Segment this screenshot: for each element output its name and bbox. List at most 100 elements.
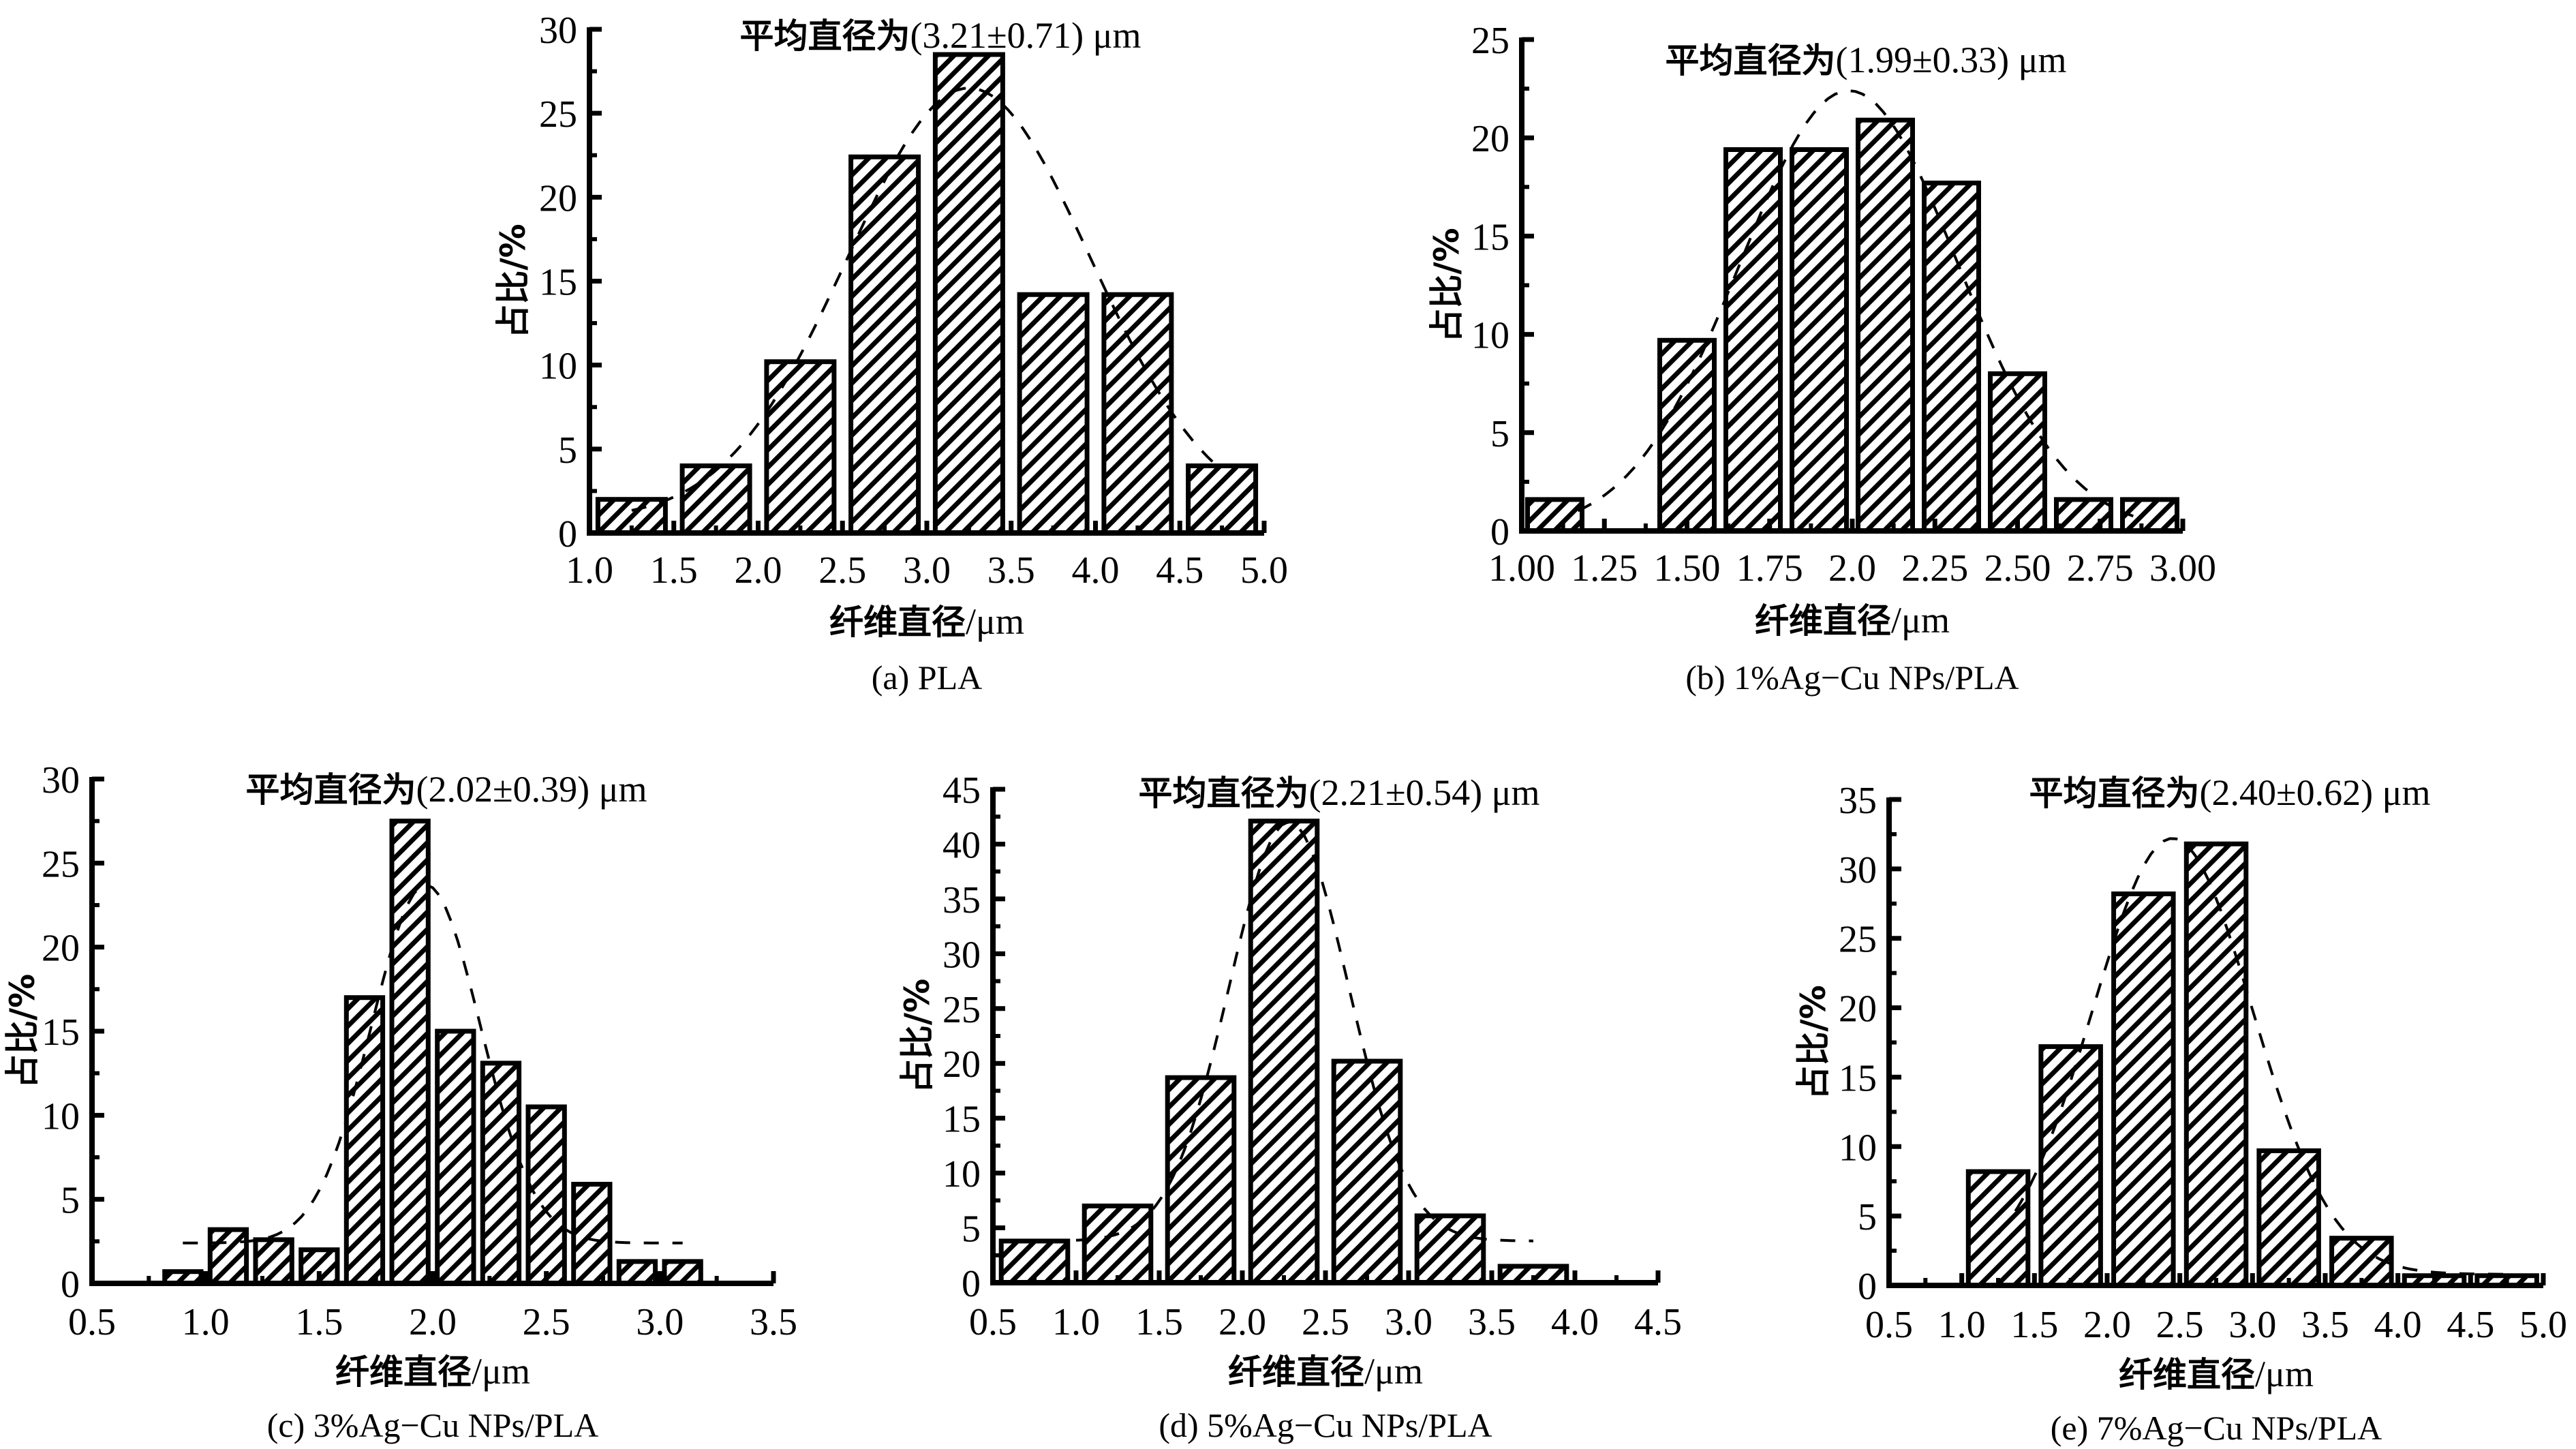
y-tick-label: 15 <box>539 262 577 304</box>
y-tick-label: 10 <box>942 1153 981 1195</box>
y-tick-label: 20 <box>1471 118 1509 160</box>
y-tick-label: 35 <box>942 879 981 921</box>
x-tick-label: 2.5 <box>1302 1301 1349 1343</box>
bar <box>1101 292 1174 536</box>
title-cn: 平均直径为 <box>739 16 910 56</box>
bar <box>207 1227 249 1286</box>
y-tick-label: 15 <box>42 1011 80 1054</box>
x-tick-label: 2.0 <box>735 549 782 592</box>
x-tick-label: 1.00 <box>1488 547 1555 590</box>
y-tick-label: 10 <box>1839 1127 1877 1169</box>
x-tick-label: 2.5 <box>818 549 866 592</box>
axes: 0 5 10 15 20 25 30 35 40 45 0.5 1.0 1.5 2.0 2.5 3.0 3.5 4… <box>942 769 1682 1343</box>
y-tick-label: 25 <box>1839 919 1877 961</box>
title-num: (3.21±0.71) μm <box>910 15 1141 56</box>
bar <box>253 1237 294 1286</box>
y-tick-label: 20 <box>1839 988 1877 1031</box>
gaussian-fit-curve <box>183 883 683 1245</box>
x-tick-label: 4.5 <box>1634 1301 1682 1343</box>
x-axis-title-cn: 纤维直径 <box>335 1352 472 1392</box>
bar <box>616 1259 658 1286</box>
y-tick-label: 10 <box>1471 315 1509 357</box>
panel-a: 平均直径为(3.21±0.71) μm 占比/% 纤维直径/μm (a) PLA… <box>493 10 1288 697</box>
bar <box>1414 1213 1486 1285</box>
axes: 0 5 10 15 20 25 30 0.5 1.0 1.5 2.0 2.5 3.0 3.5 <box>42 759 797 1343</box>
title-cn: 平均直径为 <box>2029 774 2199 813</box>
x-tick-label: 0.5 <box>969 1301 1017 1343</box>
x-tick-label: 1.0 <box>182 1301 230 1343</box>
bars <box>998 819 1569 1285</box>
panel-title: 平均直径为(2.21±0.54) μm <box>1138 772 1539 813</box>
x-tick-label: 2.5 <box>523 1301 570 1343</box>
y-tick-label: 25 <box>1471 20 1509 62</box>
bar <box>1331 1058 1403 1285</box>
title-num: (2.02±0.39) μm <box>416 769 647 810</box>
x-axis-title: 纤维直径/μm <box>1755 600 1950 641</box>
x-axis-title-unit: /μm <box>1364 1351 1423 1392</box>
panel-title: 平均直径为(1.99±0.33) μm <box>1665 40 2066 80</box>
axes: 0 5 10 15 20 25 30 35 0.5 1.0 1.5 2.0 2.5 3.0 3.5 4.0 4.… <box>1839 780 2567 1346</box>
y-tick-label: 10 <box>539 346 577 388</box>
y-tick-label: 25 <box>42 843 80 885</box>
panel-d: 平均直径为(2.21±0.54) μm 占比/% 纤维直径/μm (d) 5%A… <box>898 769 1682 1444</box>
y-tick-label: 15 <box>1471 216 1509 258</box>
y-tick-label: 45 <box>942 769 981 812</box>
x-axis-title-cn: 纤维直径 <box>829 603 966 642</box>
panel-c: 平均直径为(2.02±0.39) μm 占比/% 纤维直径/μm (c) 3%A… <box>3 759 797 1444</box>
x-tick-label: 2.0 <box>1218 1301 1266 1343</box>
y-tick-label: 10 <box>42 1095 80 1138</box>
bar <box>480 1061 522 1286</box>
bar <box>571 1182 613 1286</box>
y-tick-label: 30 <box>1839 849 1877 891</box>
x-tick-label: 2.25 <box>1901 547 1968 590</box>
x-tick-label: 2.50 <box>1984 547 2051 590</box>
gaussian-fit-curve <box>1075 821 1534 1242</box>
y-axis-title: 占比/% <box>1794 985 1833 1099</box>
y-tick-label: 5 <box>962 1208 981 1251</box>
x-tick-label: 4.0 <box>1551 1301 1599 1343</box>
y-tick-label: 20 <box>942 1043 981 1086</box>
bar <box>1165 1075 1237 1285</box>
x-tick-label: 1.50 <box>1654 547 1721 590</box>
bar <box>389 819 431 1286</box>
x-tick-label: 4.0 <box>1072 549 1120 592</box>
y-tick-label: 0 <box>558 513 577 555</box>
x-tick-label: 3.0 <box>903 549 951 592</box>
title-cn: 平均直径为 <box>1138 774 1308 813</box>
bar <box>2111 891 2176 1288</box>
bar <box>2038 1044 2103 1288</box>
y-tick-label: 30 <box>539 10 577 52</box>
x-tick-label: 3.0 <box>636 1301 684 1343</box>
y-tick-label: 40 <box>942 824 981 866</box>
bar <box>1525 497 1584 534</box>
x-tick-label: 1.0 <box>1938 1304 1986 1346</box>
x-tick-label: 1.5 <box>295 1301 343 1343</box>
y-tick-label: 5 <box>1490 413 1509 455</box>
y-axis-title: 占比/% <box>3 974 42 1088</box>
y-tick-label: 20 <box>42 928 80 970</box>
title-num: (2.40±0.62) μm <box>2199 772 2430 813</box>
x-axis-title-cn: 纤维直径 <box>1755 601 1891 641</box>
y-tick-label: 25 <box>942 989 981 1031</box>
y-tick-label: 5 <box>558 429 577 472</box>
y-tick-label: 0 <box>1858 1266 1877 1308</box>
x-tick-label: 3.0 <box>2228 1304 2276 1346</box>
gaussian-fit-curve <box>1997 837 2507 1276</box>
x-tick-label: 3.5 <box>1468 1301 1516 1343</box>
y-tick-label: 5 <box>1858 1196 1877 1238</box>
title-cn: 平均直径为 <box>1665 41 1835 80</box>
x-tick-label: 1.75 <box>1736 547 1803 590</box>
x-tick-label: 2.0 <box>1828 547 1876 590</box>
x-axis-title-unit: /μm <box>966 601 1024 642</box>
x-axis-title: 纤维直径/μm <box>829 601 1024 642</box>
x-tick-label: 4.0 <box>2374 1304 2422 1346</box>
bar <box>848 154 921 536</box>
bar <box>1856 117 1915 534</box>
x-axis-title-unit: /μm <box>1891 600 1950 641</box>
gaussian-fit-curve <box>1577 89 2134 518</box>
x-tick-label: 3.0 <box>1385 1301 1432 1343</box>
y-axis-title: 占比/% <box>493 224 533 338</box>
x-tick-label: 3.5 <box>987 549 1035 592</box>
panel-caption: (d) 5%Ag−Cu NPs/PLA <box>1159 1406 1492 1444</box>
panel-caption: (c) 3%Ag−Cu NPs/PLA <box>267 1406 599 1444</box>
